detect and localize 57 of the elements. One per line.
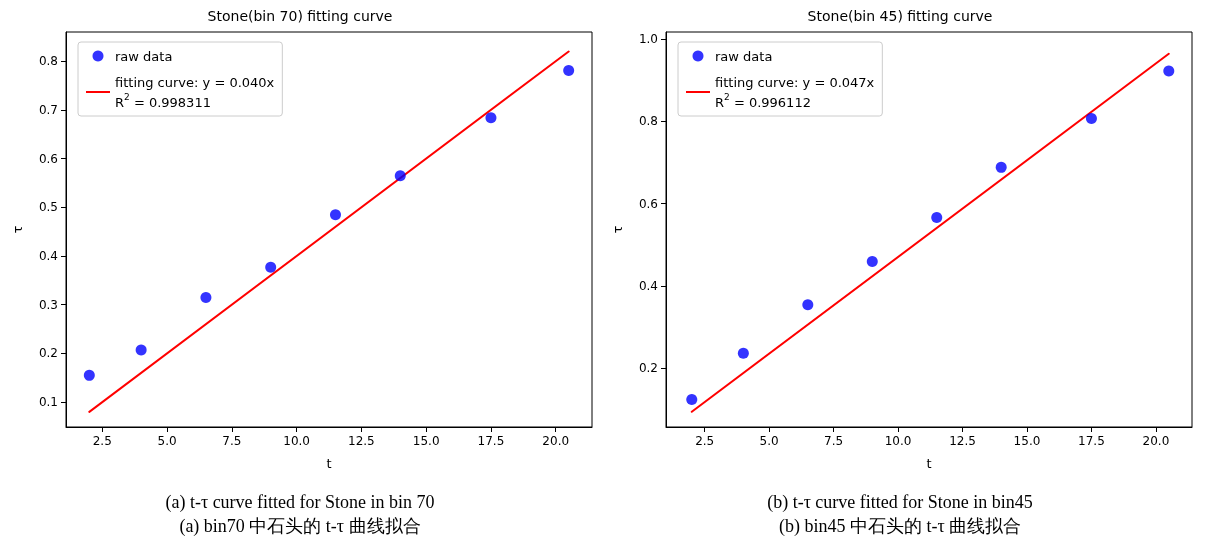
point bbox=[995, 161, 1007, 173]
point bbox=[866, 256, 878, 268]
y-tick-label: 0.3 bbox=[38, 297, 58, 312]
legend-label: raw data bbox=[115, 48, 173, 64]
x-tick-label: 10.0 bbox=[283, 434, 310, 448]
point bbox=[802, 299, 814, 311]
text: (b) t-τ curve fitted for Stone in bin45 bbox=[766, 491, 1034, 514]
point bbox=[1085, 112, 1097, 124]
point bbox=[265, 261, 277, 273]
y-tick-label: 0.4 bbox=[638, 278, 658, 293]
x-tick-label: 17.5 bbox=[1078, 434, 1105, 448]
point bbox=[83, 369, 95, 381]
point bbox=[737, 347, 749, 359]
x-tick-label: 12.5 bbox=[348, 434, 375, 448]
point bbox=[200, 291, 212, 303]
point bbox=[1163, 65, 1175, 77]
point bbox=[931, 212, 943, 224]
x-tick-label: 2.5 bbox=[695, 434, 715, 448]
x-tick-label: 10.0 bbox=[884, 434, 912, 448]
point bbox=[686, 393, 698, 405]
y-tick-label: 0.7 bbox=[38, 102, 58, 117]
text: (b) bin45 中石头的 t-τ 曲线拟合 bbox=[777, 515, 1023, 538]
point bbox=[329, 209, 341, 221]
x-tick-label: 20.0 bbox=[1142, 434, 1170, 448]
x-tick-label: 12.5 bbox=[949, 434, 976, 448]
x-tick-label: 5.0 bbox=[759, 434, 779, 448]
y-tick-label: 0.2 bbox=[638, 361, 658, 376]
x-tick-label: 17.5 bbox=[477, 434, 505, 448]
x-tick-label: 15.0 bbox=[1013, 434, 1041, 448]
y-tick-label: 0.6 bbox=[638, 196, 658, 211]
y-tick-label: 0.2 bbox=[38, 346, 58, 361]
chart-title: Stone(bin 45) fitting curve bbox=[807, 8, 993, 24]
x-tick-label: 20.0 bbox=[542, 434, 570, 448]
point bbox=[394, 170, 406, 182]
x-axis-title: t bbox=[326, 456, 332, 471]
point bbox=[135, 344, 147, 356]
y-tick-label: 0.8 bbox=[38, 54, 58, 69]
y-tick-label: 0.8 bbox=[638, 114, 658, 129]
x-tick-label: 2.5 bbox=[92, 434, 112, 448]
x-tick-label: 5.0 bbox=[157, 434, 177, 448]
text: (a) bin70 中石头的 t-τ 曲线拟合 bbox=[178, 515, 422, 538]
y-axis-title: τ bbox=[610, 225, 625, 234]
y-tick-label: 1.0 bbox=[638, 31, 658, 46]
y-tick-label: 0.6 bbox=[38, 151, 58, 166]
x-tick-label: 7.5 bbox=[222, 434, 242, 448]
point bbox=[485, 112, 497, 124]
y-tick-label: 0.4 bbox=[38, 249, 58, 264]
point bbox=[563, 64, 575, 76]
y-axis-title: τ bbox=[10, 225, 25, 234]
legend-label: raw data bbox=[715, 48, 773, 64]
x-tick-label: 7.5 bbox=[824, 434, 844, 448]
chart-title: Stone(bin 70) fitting curve bbox=[207, 8, 393, 24]
text: (a) t-τ curve fitted for Stone in bin 70 bbox=[164, 491, 436, 514]
x-axis-title: t bbox=[926, 456, 932, 471]
y-tick-label: 0.1 bbox=[38, 395, 58, 410]
x-tick-label: 15.0 bbox=[412, 434, 440, 448]
y-tick-label: 0.5 bbox=[38, 200, 58, 215]
